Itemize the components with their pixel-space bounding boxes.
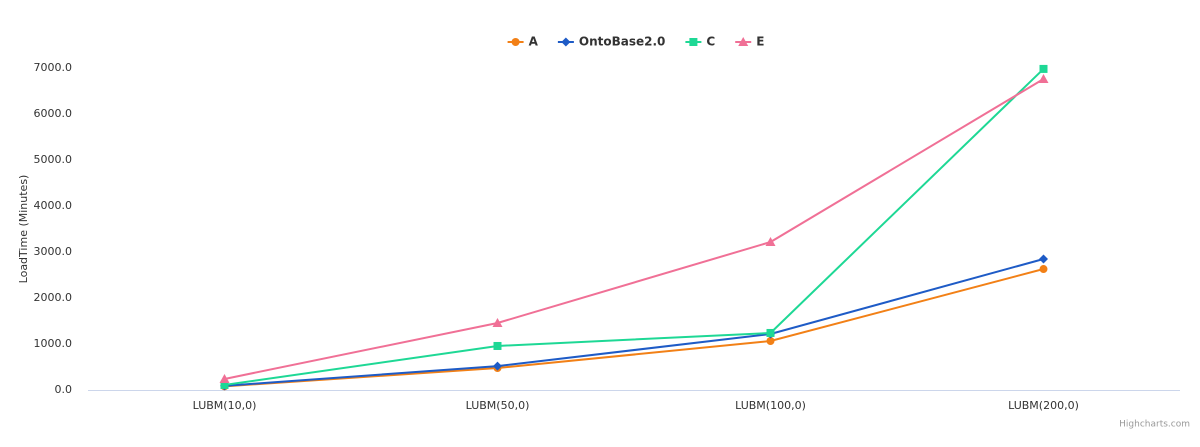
legend-label: A (529, 35, 539, 49)
x-tick-label: LUBM(50,0) (466, 399, 530, 412)
x-tick-label: LUBM(10,0) (193, 399, 257, 412)
y-tick-label: 6000.0 (34, 107, 73, 120)
point (561, 37, 571, 47)
point (766, 337, 775, 346)
y-tick-label: 0.0 (55, 383, 73, 396)
y-tick-label: 7000.0 (34, 61, 73, 74)
point (493, 341, 502, 350)
legend-item[interactable]: C (685, 35, 715, 49)
legend-item[interactable]: E (735, 35, 764, 49)
point (1038, 73, 1049, 83)
point (1039, 254, 1048, 264)
point (765, 237, 776, 247)
point (766, 328, 775, 337)
point (493, 361, 502, 371)
y-tick-label: 5000.0 (34, 153, 73, 166)
legend-label: E (756, 35, 764, 49)
legend-item[interactable]: A (507, 35, 539, 49)
point (220, 380, 229, 389)
x-tick-label: LUBM(100,0) (735, 399, 806, 412)
point (492, 317, 503, 327)
point (1039, 64, 1048, 73)
point (689, 38, 698, 46)
credits[interactable]: Highcharts.com (1119, 420, 1190, 430)
series-line (224, 258, 1044, 387)
point (738, 37, 749, 46)
legend-label: OntoBase2.0 (579, 35, 666, 49)
series-line (224, 78, 1045, 380)
y-tick-label: 2000.0 (34, 291, 73, 304)
y-tick-label: 3000.0 (34, 245, 73, 258)
x-tick-label: LUBM(200,0) (1008, 399, 1079, 412)
y-tick-label: 1000.0 (34, 337, 73, 350)
legend-item[interactable]: OntoBase2.0 (557, 35, 666, 49)
legend-label: C (706, 35, 715, 49)
point (219, 373, 230, 383)
y-tick-label: 4000.0 (34, 199, 73, 212)
series-line (224, 68, 1045, 386)
series-line (224, 268, 1044, 388)
point (511, 38, 520, 46)
legend: A OntoBase2.0 C E (507, 35, 764, 49)
y-axis-title: LoadTime (Minutes) (17, 175, 30, 284)
point (1039, 265, 1048, 274)
